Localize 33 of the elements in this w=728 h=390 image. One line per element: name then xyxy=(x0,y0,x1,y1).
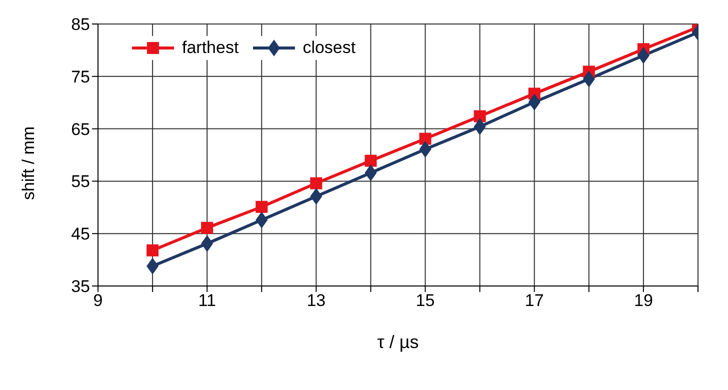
legend-label: closest xyxy=(302,38,356,58)
point xyxy=(364,164,377,182)
point xyxy=(256,200,268,213)
point xyxy=(364,154,377,167)
y-axis-title: shift / mm xyxy=(19,126,38,200)
x-tick-label: 19 xyxy=(634,291,653,310)
y-tick-label: 55 xyxy=(71,172,90,192)
y-tick-label: 85 xyxy=(71,15,90,34)
y-tick-label: 65 xyxy=(71,120,90,139)
point xyxy=(256,212,268,228)
x-axis-title: τ / µs xyxy=(377,332,419,352)
x-tick-label: 9 xyxy=(93,291,103,310)
point xyxy=(528,94,540,110)
point xyxy=(419,132,432,145)
point xyxy=(419,140,432,158)
y-tick-label: 35 xyxy=(71,277,90,296)
point xyxy=(582,70,595,88)
y-tick-label: 45 xyxy=(71,224,90,244)
point xyxy=(146,258,159,274)
legend-label: farthest xyxy=(182,38,239,58)
x-tick-label: 13 xyxy=(306,291,326,310)
x-tick-label: 11 xyxy=(198,291,216,310)
x-tick-label: 15 xyxy=(416,291,435,310)
point xyxy=(146,244,159,256)
point xyxy=(474,110,486,122)
point xyxy=(310,177,322,190)
y-tick-label: 75 xyxy=(71,67,90,86)
point xyxy=(201,235,214,252)
point xyxy=(637,47,650,64)
x-tick-label: 17 xyxy=(524,291,544,310)
point xyxy=(310,188,322,205)
point xyxy=(201,222,214,234)
point xyxy=(474,118,486,136)
